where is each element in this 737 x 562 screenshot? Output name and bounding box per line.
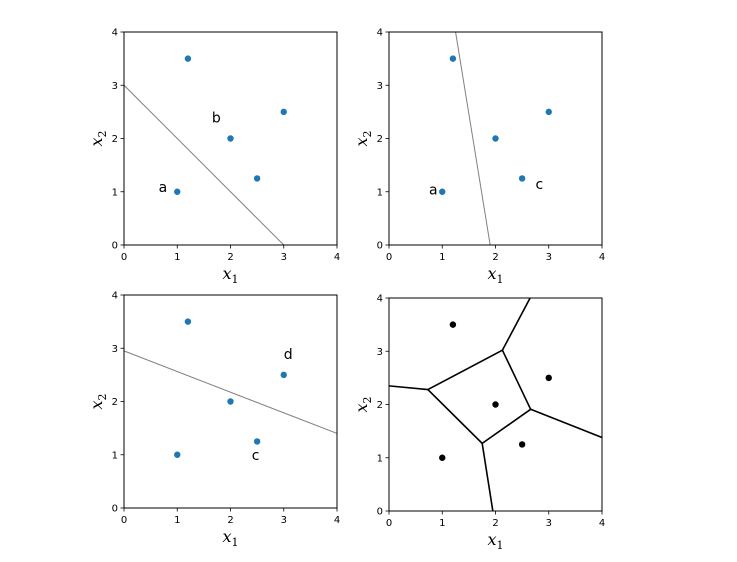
y-axis-label: x2 bbox=[352, 130, 374, 146]
x-tick-label: 3 bbox=[546, 252, 552, 263]
voronoi-edge-4 bbox=[427, 388, 483, 445]
data-point-3 bbox=[253, 175, 261, 182]
line-group bbox=[389, 298, 602, 511]
x-tick-label: 3 bbox=[281, 252, 287, 263]
y-tick-label: 2 bbox=[112, 134, 118, 145]
x-axis-label: x1 bbox=[222, 264, 238, 286]
separating-line bbox=[124, 350, 337, 434]
point-label-c: c bbox=[252, 448, 260, 464]
y-tick-label: 1 bbox=[377, 453, 383, 464]
y-tick-label: 0 bbox=[377, 507, 383, 518]
voronoi-edge-7 bbox=[481, 442, 494, 511]
panel-top-right: a c 0 1 2 3 4 0 1 2 3 4 x1 x2 bbox=[352, 28, 605, 287]
separating-line bbox=[124, 84, 285, 245]
data-point-3 bbox=[518, 175, 526, 182]
data-point-2 bbox=[492, 135, 499, 142]
y-tick-label: 3 bbox=[377, 347, 383, 358]
point-label-a: a bbox=[159, 180, 168, 196]
x-tick-label: 1 bbox=[174, 515, 180, 526]
data-point-1 bbox=[449, 321, 457, 328]
x-tick-label: 4 bbox=[334, 515, 340, 526]
point-label-a: a bbox=[429, 182, 438, 198]
x-axis-label: x1 bbox=[487, 264, 503, 286]
point-label-d: d bbox=[284, 347, 293, 363]
line-group bbox=[124, 84, 285, 245]
y-tick-label: 2 bbox=[377, 134, 383, 145]
line-group bbox=[455, 32, 491, 245]
voronoi-edge-2 bbox=[501, 349, 532, 411]
point-label-b: b bbox=[212, 111, 221, 127]
y-tick-label: 3 bbox=[377, 81, 383, 92]
x-tick-label: 1 bbox=[439, 252, 445, 263]
x-tick-label: 0 bbox=[386, 252, 392, 263]
x-tick-label: 2 bbox=[492, 252, 498, 263]
data-point-4 bbox=[545, 374, 552, 382]
x-tick-label: 1 bbox=[174, 252, 180, 263]
panel-bottom-left: d c 0 1 2 3 4 0 1 2 3 4 x1 x2 bbox=[87, 291, 340, 550]
y-tick-label: 3 bbox=[112, 81, 118, 92]
x-tick-label: 4 bbox=[599, 518, 605, 529]
y-tick-label: 4 bbox=[377, 28, 383, 39]
voronoi-edge-1 bbox=[427, 349, 504, 391]
data-point-0 bbox=[439, 454, 446, 461]
y-tick-label: 2 bbox=[377, 400, 383, 411]
data-point-2 bbox=[492, 401, 499, 408]
separating-line bbox=[455, 32, 491, 245]
y-tick-label: 3 bbox=[112, 344, 118, 355]
x-tick-label: 2 bbox=[227, 252, 233, 263]
y-tick-label: 2 bbox=[112, 397, 118, 408]
y-tick-label: 4 bbox=[112, 28, 118, 39]
x-tick-label: 4 bbox=[599, 252, 605, 263]
x-tick-label: 4 bbox=[334, 252, 340, 263]
x-tick-label: 0 bbox=[386, 518, 392, 529]
x-tick-label: 3 bbox=[281, 515, 287, 526]
x-axis-label: x1 bbox=[222, 527, 238, 549]
data-point-4 bbox=[280, 371, 287, 379]
x-tick-label: 3 bbox=[546, 518, 552, 529]
voronoi-edge-0 bbox=[389, 385, 429, 391]
data-point-4 bbox=[545, 108, 552, 116]
x-tick-label: 0 bbox=[121, 252, 127, 263]
line-group bbox=[124, 350, 337, 434]
y-axis-label: x2 bbox=[87, 130, 109, 146]
data-point-3 bbox=[253, 438, 261, 445]
y-tick-label: 4 bbox=[377, 294, 383, 305]
y-tick-label: 1 bbox=[112, 187, 118, 198]
data-point-0 bbox=[439, 188, 446, 195]
data-point-3 bbox=[518, 441, 526, 448]
y-axis-label: x2 bbox=[352, 396, 374, 412]
data-point-2 bbox=[227, 398, 234, 405]
data-point-1 bbox=[449, 55, 457, 62]
data-point-1 bbox=[184, 55, 192, 62]
y-tick-label: 0 bbox=[112, 241, 118, 252]
y-tick-label: 0 bbox=[112, 504, 118, 515]
data-point-2 bbox=[227, 135, 234, 142]
voronoi-edge-5 bbox=[501, 298, 531, 351]
y-tick-label: 1 bbox=[112, 450, 118, 461]
data-point-4 bbox=[280, 108, 287, 116]
panel-top-left: a b 0 1 2 3 4 0 1 2 3 4 x1 x2 bbox=[87, 28, 340, 287]
voronoi-edge-3 bbox=[481, 408, 532, 445]
point-label-c: c bbox=[535, 177, 543, 193]
x-axis-label: x1 bbox=[487, 530, 503, 552]
y-axis-label: x2 bbox=[87, 393, 109, 409]
y-tick-label: 1 bbox=[377, 187, 383, 198]
x-tick-label: 1 bbox=[439, 518, 445, 529]
x-tick-label: 0 bbox=[121, 515, 127, 526]
data-point-1 bbox=[184, 318, 192, 325]
x-tick-label: 2 bbox=[227, 515, 233, 526]
data-point-0 bbox=[174, 188, 181, 195]
voronoi-edge-6 bbox=[529, 408, 602, 439]
panel-bottom-right: 0 1 2 3 4 0 1 2 3 4 x1 x2 bbox=[352, 294, 605, 553]
y-tick-label: 0 bbox=[377, 241, 383, 252]
y-tick-label: 4 bbox=[112, 291, 118, 302]
x-tick-label: 2 bbox=[492, 518, 498, 529]
data-point-0 bbox=[174, 451, 181, 458]
